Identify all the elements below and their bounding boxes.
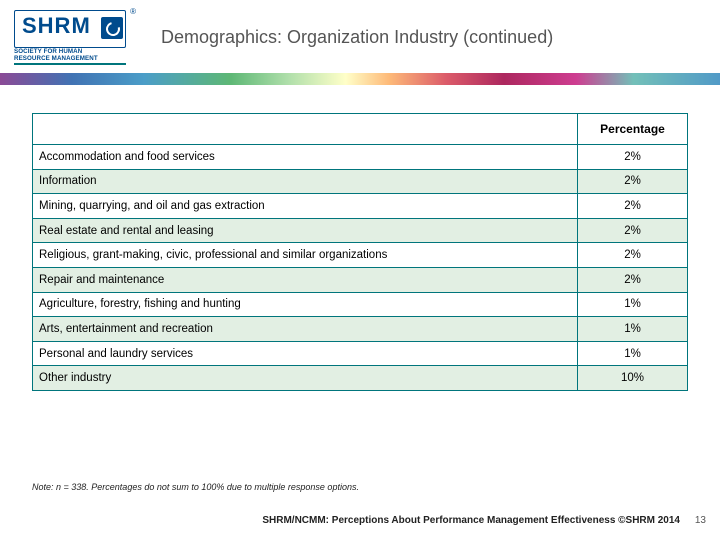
shrm-logo: SHRM ® SOCIETY FOR HUMAN RESOURCE MANAGE… [14, 10, 129, 65]
header-empty [33, 114, 578, 145]
cell-industry-name: Mining, quarrying, and oil and gas extra… [33, 194, 578, 219]
header: SHRM ® SOCIETY FOR HUMAN RESOURCE MANAGE… [0, 0, 720, 71]
table-row: Religious, grant-making, civic, professi… [33, 243, 688, 268]
table-row: Information2% [33, 169, 688, 194]
table-row: Other industry10% [33, 366, 688, 391]
cell-percentage: 1% [578, 317, 688, 342]
logo-registered: ® [130, 7, 136, 16]
cell-industry-name: Religious, grant-making, civic, professi… [33, 243, 578, 268]
cell-percentage: 1% [578, 292, 688, 317]
cell-percentage: 2% [578, 267, 688, 292]
logo-subtitle: SOCIETY FOR HUMAN RESOURCE MANAGEMENT [14, 49, 98, 62]
cell-industry-name: Information [33, 169, 578, 194]
table-row: Real estate and rental and leasing2% [33, 218, 688, 243]
cell-industry-name: Personal and laundry services [33, 341, 578, 366]
table-row: Personal and laundry services1% [33, 341, 688, 366]
cell-industry-name: Arts, entertainment and recreation [33, 317, 578, 342]
logo-mark-icon [101, 17, 123, 39]
table-row: Repair and maintenance2% [33, 267, 688, 292]
cell-industry-name: Other industry [33, 366, 578, 391]
table-row: Agriculture, forestry, fishing and hunti… [33, 292, 688, 317]
table-row: Accommodation and food services2% [33, 145, 688, 170]
logo-underline [14, 63, 126, 65]
cell-percentage: 2% [578, 218, 688, 243]
table-header-row: Percentage [33, 114, 688, 145]
cell-industry-name: Real estate and rental and leasing [33, 218, 578, 243]
footer-citation: SHRM/NCMM: Perceptions About Performance… [262, 515, 680, 526]
footnote: Note: n = 338. Percentages do not sum to… [32, 482, 359, 492]
cell-percentage: 10% [578, 366, 688, 391]
table-container: Percentage Accommodation and food servic… [0, 85, 720, 391]
cell-percentage: 2% [578, 169, 688, 194]
cell-percentage: 2% [578, 145, 688, 170]
header-percentage: Percentage [578, 114, 688, 145]
table-row: Mining, quarrying, and oil and gas extra… [33, 194, 688, 219]
table-row: Arts, entertainment and recreation1% [33, 317, 688, 342]
cell-industry-name: Agriculture, forestry, fishing and hunti… [33, 292, 578, 317]
slide: SHRM ® SOCIETY FOR HUMAN RESOURCE MANAGE… [0, 0, 720, 540]
page-number: 13 [695, 515, 706, 526]
page-title: Demographics: Organization Industry (con… [129, 27, 706, 48]
rainbow-divider [0, 73, 720, 85]
logo-sub-line2: RESOURCE MANAGEMENT [14, 55, 98, 62]
cell-industry-name: Accommodation and food services [33, 145, 578, 170]
cell-industry-name: Repair and maintenance [33, 267, 578, 292]
cell-percentage: 2% [578, 243, 688, 268]
cell-percentage: 2% [578, 194, 688, 219]
logo-abbr: SHRM [22, 13, 91, 39]
cell-percentage: 1% [578, 341, 688, 366]
table-body: Accommodation and food services2%Informa… [33, 145, 688, 391]
industry-table: Percentage Accommodation and food servic… [32, 113, 688, 391]
